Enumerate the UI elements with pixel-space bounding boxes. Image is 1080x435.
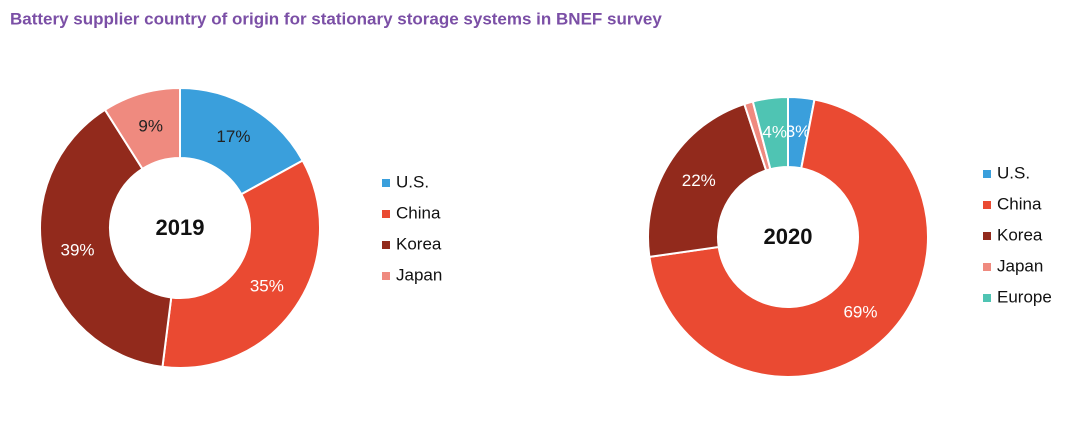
donut-slice	[161, 159, 321, 369]
center-label: 2020	[764, 224, 813, 249]
donut-slice	[103, 86, 181, 171]
legend-swatch	[382, 179, 390, 187]
legend-label: Japan	[396, 265, 442, 284]
legend-swatch	[983, 201, 991, 209]
legend-label: Japan	[997, 256, 1043, 275]
legend-label: Korea	[997, 225, 1043, 244]
legend-swatch	[983, 294, 991, 302]
data-label: 22%	[682, 171, 716, 190]
legend-label: Europe	[997, 287, 1052, 306]
data-label: 35%	[250, 277, 284, 296]
center-label: 2019	[156, 215, 205, 240]
donut-slice	[647, 102, 768, 259]
data-label: 9%	[138, 117, 163, 136]
legend-label: U.S.	[396, 172, 429, 191]
legend-label: U.S.	[997, 163, 1030, 182]
legend-label: Korea	[396, 234, 442, 253]
donut-slice	[751, 95, 789, 171]
legend-swatch	[983, 263, 991, 271]
donut-slice	[648, 98, 929, 378]
legend-swatch	[983, 232, 991, 240]
legend-swatch	[382, 272, 390, 280]
legend-swatch	[382, 241, 390, 249]
data-label: 3%	[786, 122, 811, 141]
donut-slice	[179, 86, 305, 196]
donut-slice	[39, 108, 173, 369]
page-title: Battery supplier country of origin for s…	[10, 9, 662, 28]
data-label: 17%	[216, 127, 250, 146]
data-label: 69%	[843, 302, 877, 321]
legend-label: China	[396, 203, 441, 222]
legend-swatch	[382, 210, 390, 218]
legend-label: China	[997, 194, 1042, 213]
legend-swatch	[983, 170, 991, 178]
data-label: 39%	[61, 240, 95, 259]
data-label: 4%	[762, 122, 787, 141]
